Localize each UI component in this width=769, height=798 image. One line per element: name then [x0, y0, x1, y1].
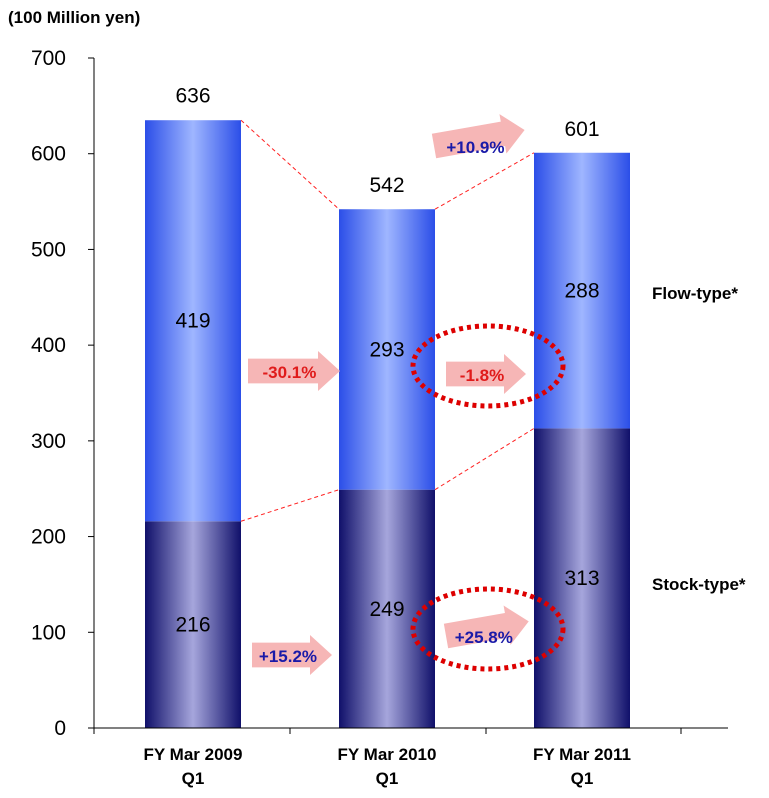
- change-label: -1.8%: [460, 366, 504, 385]
- data-label-flow: 419: [175, 310, 210, 333]
- change-arrow-shape: [443, 605, 529, 649]
- y-tick-label: 400: [31, 334, 66, 357]
- x-tick-label: Q1: [182, 769, 205, 788]
- bar-flow-0: [145, 120, 241, 522]
- x-tick-label: FY Mar 2011: [533, 745, 631, 764]
- data-label-flow: 288: [564, 280, 599, 303]
- y-tick-label: 600: [31, 143, 66, 166]
- data-label-total: 601: [564, 118, 599, 141]
- bar-flow-2: [534, 152, 630, 429]
- y-axis-unit-label: (100 Million yen): [8, 8, 141, 27]
- data-label-total: 542: [369, 174, 404, 197]
- highlight-circle-stock: [410, 586, 566, 672]
- data-label-stock: 216: [175, 614, 210, 637]
- change-arrow-flow-1: [446, 354, 526, 394]
- connector-total-line: [434, 152, 535, 210]
- change-label: +15.2%: [259, 647, 317, 666]
- y-tick-label: 200: [31, 526, 66, 549]
- connector-stock-line: [240, 489, 340, 522]
- x-tick-label: Q1: [376, 769, 399, 788]
- change-arrow-total: [431, 114, 525, 159]
- change-arrow-shape: [431, 114, 525, 159]
- x-tick-label: Q1: [571, 769, 594, 788]
- change-arrow-shape: [446, 354, 526, 394]
- change-label: -30.1%: [262, 363, 316, 382]
- data-label-stock: 249: [369, 598, 404, 621]
- data-label-stock: 313: [564, 567, 599, 590]
- change-arrow-stock-0: [252, 635, 332, 675]
- y-tick-label: 0: [54, 717, 66, 740]
- x-tick-label: FY Mar 2009: [144, 745, 243, 764]
- series-label-flow: Flow-type*: [652, 284, 738, 303]
- series-label-stock: Stock-type*: [652, 575, 746, 594]
- change-arrow-stock-1: [443, 605, 529, 649]
- data-label-flow: 293: [369, 338, 404, 361]
- change-label: +10.9%: [446, 138, 504, 157]
- bar-stock-1: [339, 489, 435, 728]
- y-tick-label: 300: [31, 430, 66, 453]
- highlight-circle-flow: [410, 323, 566, 409]
- connector-stock-line: [434, 427, 535, 491]
- bar-stock-2: [534, 428, 630, 728]
- connector-total-line: [240, 119, 340, 210]
- change-arrow-shape: [248, 351, 340, 391]
- x-tick-label: FY Mar 2010: [338, 745, 437, 764]
- y-tick-label: 100: [31, 621, 66, 644]
- y-tick-label: 500: [31, 238, 66, 261]
- change-arrow-shape: [252, 635, 332, 675]
- data-label-total: 636: [175, 84, 210, 107]
- y-tick-label: 700: [31, 47, 66, 70]
- change-arrow-flow-0: [248, 351, 340, 391]
- change-label: +25.8%: [455, 628, 513, 647]
- bar-stock-0: [145, 521, 241, 728]
